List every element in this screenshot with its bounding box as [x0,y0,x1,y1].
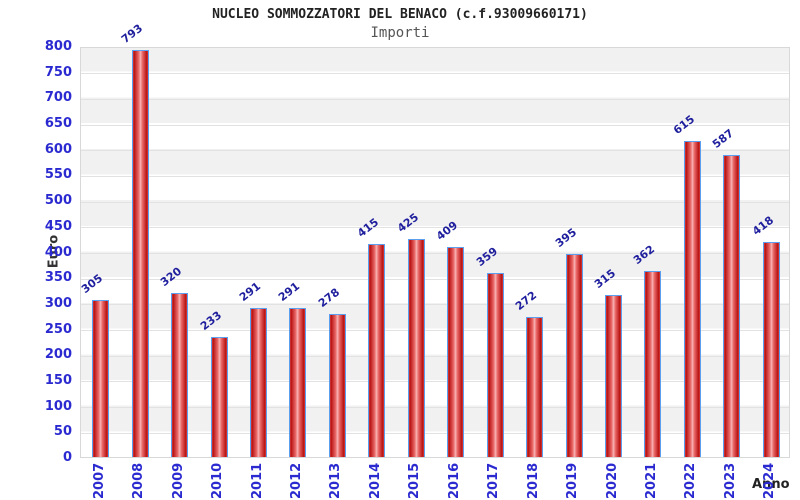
bar-value-label: 315 [591,266,619,292]
bar-value-label: 305 [79,271,106,297]
x-tick-label: 2024 [762,462,778,499]
x-tick-label: 2020 [604,462,620,499]
gridline [81,355,789,357]
x-tick-label: 2011 [249,462,265,499]
gridline [81,278,789,280]
bar-2019 [565,254,583,457]
y-tick-label: 200 [44,347,72,363]
gridline [81,432,789,434]
gridline [81,227,789,229]
gridline [81,73,789,75]
x-tick-label: 2013 [328,462,344,499]
chart-title: NUCLEO SOMMOZZATORI DEL BENACO (c.f.9300… [212,7,588,22]
bar-2009 [171,292,189,457]
bar-value-label: 278 [315,285,342,311]
x-tick-label: 2018 [525,462,541,499]
bar-2014 [368,243,386,457]
bar-2022 [683,141,701,457]
plot-area: 305 793 320 233 291 291 278 415 425 409 359 272 395 3… [79,21,790,458]
bar-value-label: 425 [394,210,421,235]
x-tick-label: 2012 [288,462,304,499]
x-tick-label: 2021 [643,462,659,499]
gridline [81,330,789,332]
gridline [81,124,789,126]
y-tick-label: 300 [44,295,72,311]
y-tick-label: 750 [44,64,72,80]
chart-subtitle: Importi [370,25,430,41]
bar-value-label: 415 [355,215,382,240]
bar-value-label: 320 [158,264,185,289]
y-tick-label: 50 [53,424,72,440]
y-tick-label: 400 [44,244,72,260]
gridline [81,304,789,306]
gridline [81,253,789,254]
x-tick-label: 2015 [407,462,423,499]
y-tick-label: 650 [44,116,72,132]
bar-value-label: 615 [670,112,697,138]
y-tick-label: 150 [44,372,72,388]
y-tick-label: 100 [44,398,72,414]
bar-value-label: 587 [710,127,737,152]
bar-2007 [92,300,110,457]
bar-value-label: 359 [473,244,500,269]
x-tick-label: 2009 [170,462,186,499]
bar-value-label: 418 [749,213,776,239]
bar-value-label: 362 [631,242,658,268]
y-tick-label: 800 [44,39,72,54]
bar-2012 [289,307,307,457]
bar-2024 [762,242,780,457]
y-tick-label: 450 [44,218,72,234]
bar-2020 [605,295,622,457]
gridline [81,175,789,177]
gridline [81,98,789,100]
bar-value-label: 291 [236,279,264,304]
gridline [81,201,789,203]
bar-2013 [328,314,346,457]
x-tick-label: 2016 [446,462,462,499]
y-tick-label: 700 [44,90,72,106]
x-tick-label: 2022 [683,462,699,499]
bar-2018 [526,317,544,457]
bar-2017 [486,272,504,457]
bar-value-label: 395 [552,225,579,251]
bar-value-label: 272 [513,288,540,314]
bar-2023 [723,155,741,457]
x-tick-label: 2014 [367,462,383,499]
gridline [81,381,789,383]
bar-value-label: 291 [276,279,303,304]
y-tick-label: 550 [44,167,72,183]
x-tick-label: 2019 [565,462,581,499]
x-tick-label: 2007 [91,462,107,499]
x-tick-label: 2017 [486,462,502,499]
gridline [81,407,789,409]
y-tick-label: 250 [44,321,72,337]
bar-2008 [131,49,149,457]
bar-2021 [644,271,662,457]
y-tick-label: 0 [62,450,72,465]
bar-2016 [447,246,465,457]
y-tick-label: 350 [44,270,72,286]
gridline [81,150,789,152]
bar-2010 [210,337,228,457]
x-tick-label: 2008 [131,462,147,499]
bar-2011 [250,307,267,457]
x-tick-label: 2023 [722,462,738,499]
y-tick-label: 600 [44,141,72,157]
bar-value-label: 409 [434,218,461,243]
x-axis-title: Anno [752,477,790,492]
x-tick-label: 2010 [210,462,226,499]
bar-2015 [407,238,425,457]
y-tick-label: 500 [44,193,72,209]
